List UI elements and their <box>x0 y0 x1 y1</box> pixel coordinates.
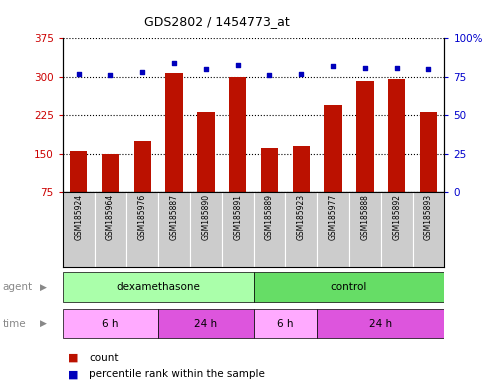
Bar <box>356 81 374 192</box>
Text: count: count <box>89 353 119 363</box>
Text: 24 h: 24 h <box>369 318 392 329</box>
Point <box>298 71 305 77</box>
Text: GSM185892: GSM185892 <box>392 194 401 240</box>
Point <box>361 65 369 71</box>
Text: GSM185889: GSM185889 <box>265 194 274 240</box>
Text: GDS2802 / 1454773_at: GDS2802 / 1454773_at <box>144 15 290 28</box>
Text: GSM185891: GSM185891 <box>233 194 242 240</box>
Bar <box>261 149 278 192</box>
Bar <box>229 77 246 192</box>
Bar <box>63 192 95 267</box>
Point <box>393 65 400 71</box>
Bar <box>349 192 381 267</box>
Point <box>266 72 273 78</box>
Text: GSM185893: GSM185893 <box>424 194 433 240</box>
Text: ■: ■ <box>68 369 78 379</box>
Text: time: time <box>2 318 26 329</box>
Bar <box>293 146 310 192</box>
Point <box>75 71 83 77</box>
Point <box>425 66 432 72</box>
Bar <box>70 151 87 192</box>
Text: GSM185977: GSM185977 <box>328 194 338 240</box>
Bar <box>190 192 222 267</box>
Point <box>170 60 178 66</box>
Bar <box>95 192 127 267</box>
Text: GSM185923: GSM185923 <box>297 194 306 240</box>
Text: GSM185924: GSM185924 <box>74 194 83 240</box>
Text: GSM185888: GSM185888 <box>360 194 369 240</box>
Text: GSM185976: GSM185976 <box>138 194 147 240</box>
Text: 24 h: 24 h <box>194 318 217 329</box>
Text: ■: ■ <box>68 353 78 363</box>
Text: 6 h: 6 h <box>277 318 294 329</box>
Bar <box>63 272 254 302</box>
Text: percentile rank within the sample: percentile rank within the sample <box>89 369 265 379</box>
Bar <box>127 192 158 267</box>
Bar <box>158 309 254 338</box>
Text: 6 h: 6 h <box>102 318 119 329</box>
Text: GSM185890: GSM185890 <box>201 194 211 240</box>
Bar <box>317 192 349 267</box>
Bar <box>420 112 437 192</box>
Bar <box>381 192 412 267</box>
Bar <box>222 192 254 267</box>
Bar <box>254 272 444 302</box>
Point <box>202 66 210 72</box>
Bar <box>158 192 190 267</box>
Bar <box>165 73 183 192</box>
Text: ▶: ▶ <box>40 319 46 328</box>
Text: ▶: ▶ <box>40 283 46 291</box>
Point <box>329 63 337 69</box>
Text: dexamethasone: dexamethasone <box>116 282 200 292</box>
Bar <box>63 309 158 338</box>
Bar <box>317 309 444 338</box>
Text: GSM185887: GSM185887 <box>170 194 179 240</box>
Bar <box>133 141 151 192</box>
Bar <box>285 192 317 267</box>
Bar <box>197 112 214 192</box>
Point <box>139 69 146 75</box>
Text: agent: agent <box>2 282 32 292</box>
Bar <box>102 154 119 192</box>
Text: GSM185964: GSM185964 <box>106 194 115 240</box>
Bar <box>412 192 444 267</box>
Bar <box>388 79 405 192</box>
Bar <box>254 192 285 267</box>
Bar <box>324 105 342 192</box>
Point <box>107 72 114 78</box>
Point <box>234 61 242 68</box>
Text: control: control <box>331 282 367 292</box>
Bar <box>254 309 317 338</box>
